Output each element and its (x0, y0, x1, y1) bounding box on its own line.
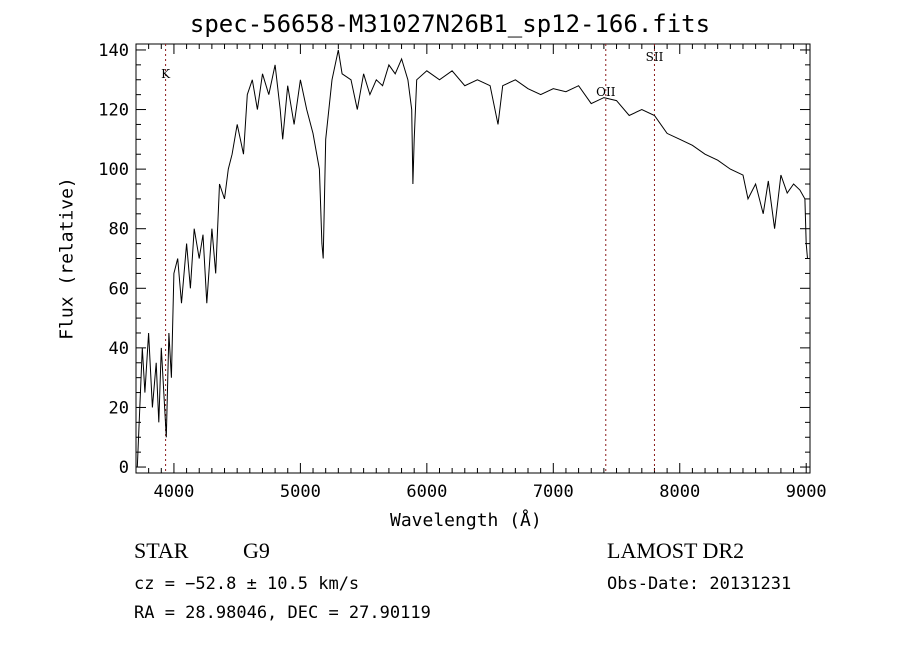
y-tick-label: 80 (109, 220, 129, 240)
plot-frame (135, 43, 811, 474)
y-tick-label: 60 (109, 279, 129, 299)
line-label-sii: SII (646, 50, 664, 64)
spectrum-line (136, 49, 808, 468)
y-tick-label: 100 (98, 160, 129, 180)
survey-name: LAMOST DR2 (607, 538, 745, 563)
object-class: STAR (134, 538, 189, 563)
y-tick-label: 20 (109, 398, 129, 418)
subclass: G9 (243, 538, 270, 563)
y-tick-label: 140 (98, 41, 129, 61)
y-tick-label: 120 (98, 101, 129, 121)
chart-title: spec-56658-M31027N26B1_sp12-166.fits (189, 10, 711, 38)
x-axis-label: Wavelength (Å) (390, 510, 542, 531)
redshift: cz = −52.8 ± 10.5 km/s (134, 574, 360, 594)
x-tick-label: 9000 (786, 482, 827, 502)
y-axis-label: Flux (relative) (56, 177, 78, 340)
x-tick-label: 8000 (659, 482, 700, 502)
x-tick-label: 7000 (533, 482, 574, 502)
coordinates: RA = 28.98046, DEC = 27.90119 (134, 603, 431, 623)
obs-date: Obs-Date: 20131231 (607, 574, 792, 594)
y-tick-label: 0 (119, 458, 129, 478)
line-label-oii: OII (596, 85, 616, 99)
line-label-k: K (161, 67, 171, 81)
x-tick-label: 5000 (280, 482, 321, 502)
x-tick-label: 6000 (406, 482, 447, 502)
y-tick-label: 40 (109, 339, 129, 359)
x-tick-label: 4000 (153, 482, 194, 502)
